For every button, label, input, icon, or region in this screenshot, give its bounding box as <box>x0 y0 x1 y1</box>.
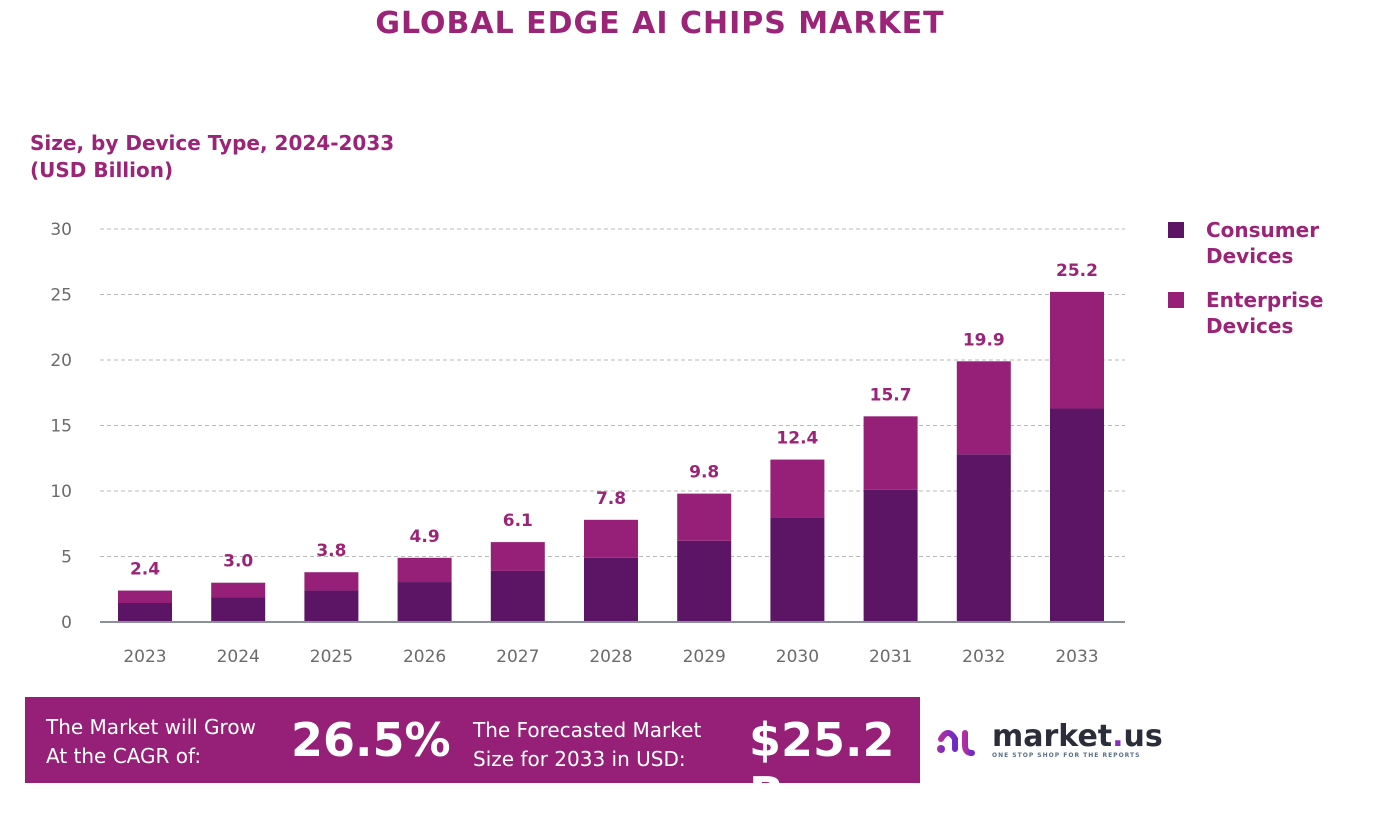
legend-label: Enterprise Devices <box>1206 288 1324 338</box>
x-tick-label: 2031 <box>869 647 912 667</box>
x-tick-label: 2030 <box>776 647 819 667</box>
subtitle-line-1: Size, by Device Type, 2024-2033 <box>30 131 395 155</box>
logo-tagline: ONE STOP SHOP FOR THE REPORTS <box>992 752 1141 759</box>
legend-item-consumer: Consumer Devices <box>1168 217 1336 269</box>
bar-total-label: 25.2 <box>1056 261 1098 281</box>
bar-segment-enterprise <box>584 519 638 558</box>
y-tick-label: 0 <box>61 613 72 633</box>
y-tick-label: 30 <box>50 220 72 240</box>
bar-segment-enterprise <box>677 493 732 541</box>
x-tick-label: 2028 <box>589 647 632 667</box>
y-tick-label: 15 <box>50 417 72 437</box>
cagr-label: The Market will Grow At the CAGR of: <box>46 713 256 771</box>
bar-segment-enterprise <box>490 542 545 571</box>
bar-segment-consumer <box>584 557 638 622</box>
bar-segment-enterprise <box>863 416 918 490</box>
bar-segment-consumer <box>770 517 825 622</box>
subtitle-line-2: (USD Billion) <box>30 158 174 182</box>
bar-segment-consumer <box>677 540 732 622</box>
bar-total-label: 3.8 <box>316 541 346 561</box>
legend: Consumer Devices Enterprise Devices <box>1168 217 1336 357</box>
x-tick-label: 2023 <box>123 647 166 667</box>
legend-label: Consumer Devices <box>1206 218 1320 268</box>
cagr-label-line-2: At the CAGR of: <box>46 744 202 768</box>
bar-total-label: 15.7 <box>870 385 912 405</box>
bar-total-label: 6.1 <box>503 511 533 531</box>
bar-segment-enterprise <box>211 582 266 598</box>
cagr-value: 26.5% <box>291 713 451 767</box>
bar-segment-consumer <box>1050 408 1104 622</box>
x-tick-label: 2026 <box>403 647 446 667</box>
bar-segment-consumer <box>211 597 266 622</box>
logo-mark-icon <box>937 727 983 756</box>
market-us-logo: market.us ONE STOP SHOP FOR THE REPORTS <box>936 722 1163 759</box>
x-tick-label: 2024 <box>217 647 260 667</box>
bar-segment-consumer <box>118 603 172 622</box>
bar-segment-enterprise <box>397 557 452 583</box>
forecast-value: $25.2 B <box>749 713 895 821</box>
x-tick-label: 2025 <box>310 647 353 667</box>
summary-banner: The Market will Grow At the CAGR of: 26.… <box>25 697 920 821</box>
chart-title: GLOBAL EDGE AI CHIPS MARKET <box>375 6 945 41</box>
x-tick-label: 2033 <box>1055 647 1098 667</box>
bar-total-label: 9.8 <box>689 463 719 483</box>
forecast-label-line-1: The Forecasted Market <box>473 718 702 742</box>
legend-item-enterprise: Enterprise Devices <box>1168 287 1336 339</box>
x-tick-label: 2027 <box>496 647 539 667</box>
bar-segment-consumer <box>956 454 1011 622</box>
bar-segment-consumer <box>304 590 359 622</box>
forecast-label: The Forecasted Market Size for 2033 in U… <box>473 716 701 774</box>
legend-swatch-enterprise <box>1168 292 1184 308</box>
legend-swatch-consumer <box>1168 222 1184 238</box>
bar-total-label: 19.9 <box>963 330 1005 350</box>
bar-total-label: 3.0 <box>223 552 253 572</box>
x-tick-label: 2029 <box>683 647 726 667</box>
x-tick-label: 2032 <box>962 647 1005 667</box>
bar-segment-enterprise <box>956 361 1011 455</box>
bar-total-label: 4.9 <box>410 527 440 547</box>
y-tick-label: 10 <box>50 482 72 502</box>
bar-segment-consumer <box>490 570 545 622</box>
bar-total-label: 7.8 <box>596 489 626 509</box>
logo-wordmark: market.us <box>992 719 1163 754</box>
bar-segment-enterprise <box>304 572 359 591</box>
bar-total-label: 12.4 <box>776 429 818 449</box>
forecast-label-line-2: Size for 2033 in USD: <box>473 747 686 771</box>
bar-segment-enterprise <box>118 590 172 604</box>
y-tick-label: 25 <box>50 286 72 306</box>
bar-segment-consumer <box>397 582 452 622</box>
bar-segment-consumer <box>863 489 918 622</box>
y-tick-label: 20 <box>50 351 72 371</box>
bar-segment-enterprise <box>770 459 825 518</box>
chart-subtitle: Size, by Device Type, 2024-2033 (USD Bil… <box>30 130 394 184</box>
bar-chart: 0510152025302.420233.020243.820254.92026… <box>50 220 1125 667</box>
bar-total-label: 2.4 <box>130 560 160 580</box>
y-tick-label: 5 <box>61 548 72 568</box>
cagr-label-line-1: The Market will Grow <box>46 715 256 739</box>
bar-segment-enterprise <box>1050 291 1104 409</box>
